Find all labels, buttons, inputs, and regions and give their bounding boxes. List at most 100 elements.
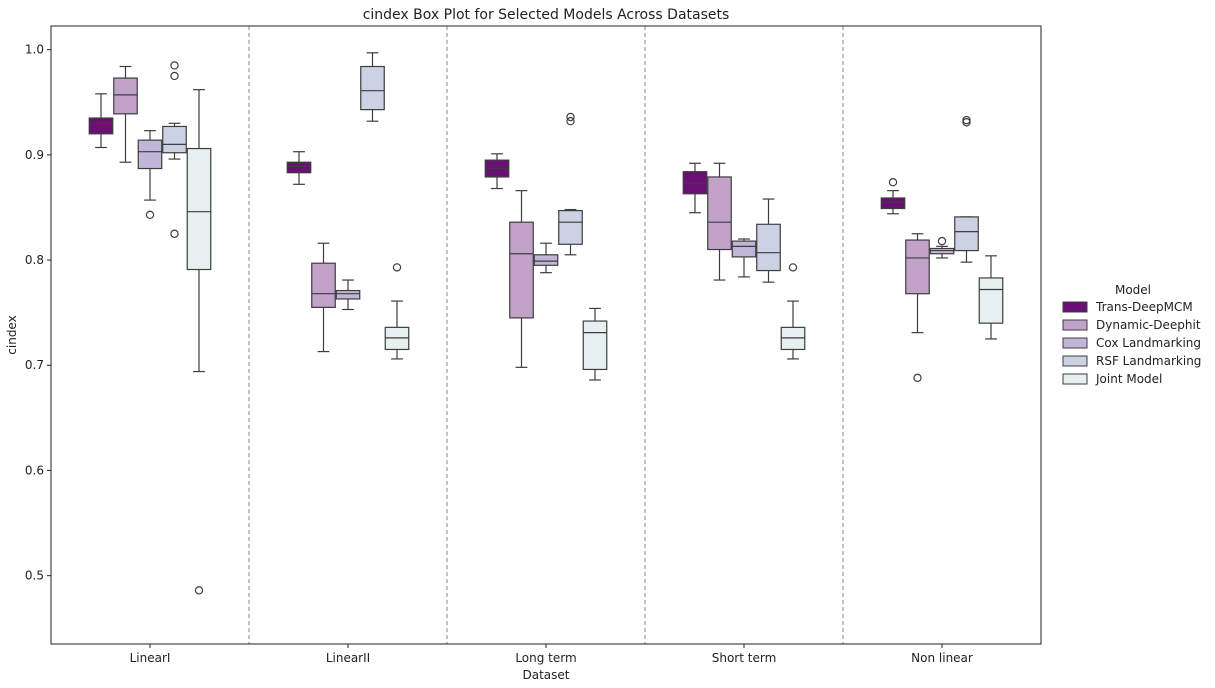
box: [954, 115, 979, 263]
box: [731, 238, 757, 278]
legend-swatch: [1062, 301, 1088, 313]
x-tick-label: LinearII: [326, 651, 370, 665]
legend-label: Cox Landmarking: [1096, 336, 1201, 350]
box: [88, 93, 114, 149]
series-cox-landmarking: [137, 130, 955, 311]
series-trans-deepmcm: [88, 93, 906, 215]
box: [756, 198, 781, 283]
legend-swatch: [1062, 337, 1088, 349]
box-body: [137, 139, 163, 170]
legend-label: Joint Model: [1095, 372, 1162, 386]
outlier-point: [170, 61, 179, 70]
x-tick-label: Long term: [515, 651, 576, 665]
box: [186, 89, 212, 595]
box-body: [88, 117, 114, 135]
outlier-point: [566, 116, 575, 126]
y-tick-label: 0.9: [25, 148, 44, 162]
box: [286, 151, 312, 185]
outlier-point: [170, 71, 179, 81]
box-body: [509, 221, 534, 319]
legend-entry: RSF Landmarking: [1062, 354, 1201, 368]
box-body: [113, 77, 138, 115]
box-body: [558, 210, 583, 245]
box-body: [880, 197, 906, 210]
legend-label: Dynamic-Deephit: [1096, 318, 1201, 332]
box-body: [186, 147, 212, 271]
box-body: [311, 262, 336, 308]
box: [780, 263, 806, 360]
box-body: [162, 125, 187, 154]
y-tick-label: 0.5: [25, 569, 44, 583]
legend-entry: Cox Landmarking: [1062, 336, 1201, 350]
box: [384, 263, 410, 360]
x-tick-label: Non linear: [911, 651, 973, 665]
box-body: [756, 223, 781, 272]
outlier-point: [170, 229, 179, 238]
y-tick-label: 1.0: [25, 43, 44, 57]
y-tick-label: 0.6: [25, 463, 44, 477]
legend-swatch: [1062, 319, 1088, 331]
legend-title: Model: [1115, 283, 1151, 297]
x-axis: LinearI LinearII Long term Short term Non li…: [130, 644, 973, 665]
legend-entry: Dynamic-Deephit: [1062, 318, 1201, 332]
box: [682, 162, 708, 214]
outlier-point: [145, 210, 155, 220]
series-joint-model: [186, 89, 1004, 595]
legend-entry: Joint Model: [1062, 372, 1162, 386]
box: [880, 178, 906, 215]
box: [978, 255, 1004, 340]
box: [137, 130, 163, 220]
box: [113, 65, 138, 163]
box-plot-series: [88, 52, 1004, 595]
legend-swatch: [1062, 355, 1088, 367]
y-tick-label: 0.8: [25, 253, 44, 267]
chart-title: cindex Box Plot for Selected Models Acro…: [363, 7, 730, 23]
box: [533, 242, 559, 274]
y-axis-label: cindex: [5, 315, 19, 354]
series-dynamic-deephit: [113, 65, 930, 383]
category-separators: [248, 26, 844, 644]
legend-entry: Trans-DeepMCM: [1062, 300, 1193, 314]
box: [162, 61, 187, 238]
box: [360, 52, 385, 122]
x-tick-label: Short term: [712, 651, 777, 665]
outlier-point: [392, 263, 402, 272]
box-body: [335, 289, 361, 300]
box: [707, 162, 732, 281]
box: [509, 190, 534, 368]
x-axis-label: Dataset: [523, 668, 570, 682]
x-tick-label: LinearI: [130, 651, 171, 665]
outlier-point: [962, 115, 971, 125]
box: [311, 242, 336, 353]
outlier-point: [913, 373, 922, 383]
outlier-point: [888, 178, 898, 187]
box-body: [286, 161, 312, 174]
box-body: [360, 65, 385, 111]
box-body: [905, 239, 930, 295]
legend-entries: Trans-DeepMCM Dynamic-Deephit Cox Landmark…: [1062, 300, 1201, 386]
outlier-point: [194, 586, 204, 595]
box: [929, 236, 955, 259]
legend-label: RSF Landmarking: [1096, 354, 1201, 368]
box-body: [582, 320, 608, 371]
outlier-point: [566, 112, 575, 122]
legend-label: Trans-DeepMCM: [1095, 300, 1193, 314]
box: [905, 233, 930, 383]
box: [335, 279, 361, 311]
box-body: [707, 176, 732, 251]
box: [582, 307, 608, 381]
box-body: [731, 240, 757, 258]
box: [558, 112, 583, 256]
box-body: [533, 254, 559, 266]
box-body: [954, 216, 979, 252]
y-tick-label: 0.7: [25, 358, 44, 372]
box-body: [978, 277, 1004, 324]
series-rsf-landmarking: [162, 52, 979, 283]
legend: Model Trans-DeepMCM Dynamic-Deephit Cox La…: [1062, 283, 1201, 386]
box: [484, 153, 510, 190]
outlier-point: [937, 236, 947, 246]
outlier-point: [788, 263, 798, 272]
legend-swatch: [1062, 373, 1088, 385]
y-axis: 0.5 0.6 0.7 0.8 0.9 1.0: [25, 43, 51, 583]
